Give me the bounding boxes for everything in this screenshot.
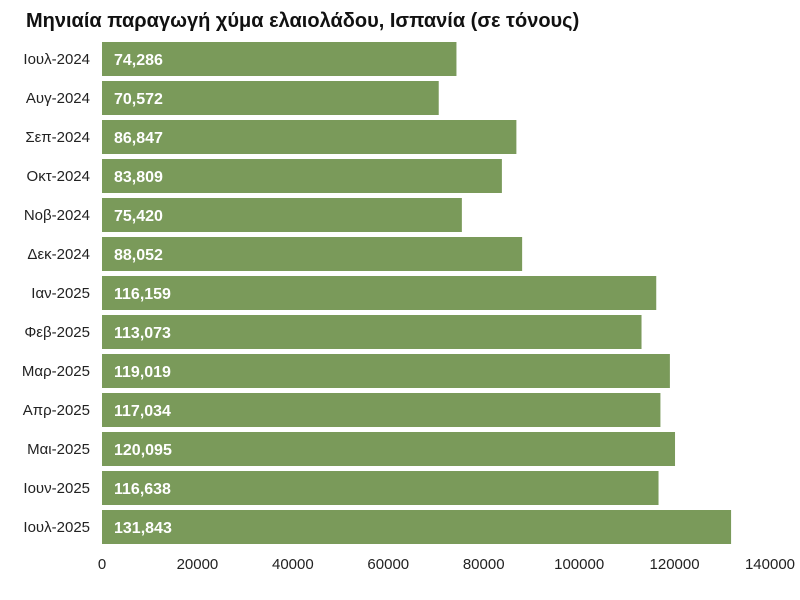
- chart-title: Μηνιαία παραγωγή χύμα ελαιολάδου, Ισπανί…: [26, 10, 580, 32]
- x-tick-label: 20000: [177, 556, 219, 573]
- data-label: 116,638: [114, 481, 171, 498]
- data-label: 83,809: [114, 169, 163, 186]
- category-label: Νοβ-2024: [24, 207, 90, 224]
- data-label: 74,286: [114, 52, 163, 69]
- bar-10: [102, 393, 661, 427]
- x-tick-label: 80000: [463, 556, 505, 573]
- category-label: Οκτ-2024: [27, 168, 90, 185]
- data-label: 120,095: [114, 442, 172, 459]
- data-label: 119,019: [114, 364, 171, 381]
- category-label: Ιουλ-2025: [23, 519, 90, 536]
- category-label: Σεπ-2024: [25, 129, 90, 146]
- bar-1: [102, 42, 457, 76]
- category-label: Μαρ-2025: [22, 363, 90, 380]
- bar-4: [102, 159, 502, 193]
- data-label: 113,073: [114, 325, 171, 342]
- x-tick-label: 100000: [554, 556, 604, 573]
- category-label: Ιουλ-2024: [23, 51, 90, 68]
- bar-7: [102, 276, 657, 310]
- data-label: 88,052: [114, 247, 163, 264]
- category-label: Μαι-2025: [27, 441, 90, 458]
- bar-11: [102, 432, 676, 466]
- category-label: Δεκ-2024: [27, 246, 90, 263]
- bar-13: [102, 510, 732, 544]
- data-label: 75,420: [114, 208, 163, 225]
- x-tick-label: 0: [98, 556, 106, 573]
- bar-12: [102, 471, 659, 505]
- data-label: 116,159: [114, 286, 171, 303]
- category-label: Φεβ-2025: [24, 324, 90, 341]
- bar-5: [102, 198, 462, 232]
- bar-2: [102, 81, 439, 115]
- x-tick-label: 40000: [272, 556, 314, 573]
- data-label: 117,034: [114, 403, 171, 420]
- bar-8: [102, 315, 642, 349]
- data-label: 70,572: [114, 91, 163, 108]
- category-label: Ιαν-2025: [31, 285, 90, 302]
- x-tick-label: 120000: [650, 556, 700, 573]
- bar-3: [102, 120, 517, 154]
- data-label: 131,843: [114, 520, 172, 537]
- category-label: Ιουν-2025: [23, 480, 90, 497]
- bar-9: [102, 354, 670, 388]
- bar-6: [102, 237, 523, 271]
- category-label: Αυγ-2024: [26, 90, 90, 107]
- category-label: Απρ-2025: [23, 402, 90, 419]
- x-tick-label: 140000: [745, 556, 795, 573]
- x-tick-label: 60000: [367, 556, 409, 573]
- data-label: 86,847: [114, 130, 163, 147]
